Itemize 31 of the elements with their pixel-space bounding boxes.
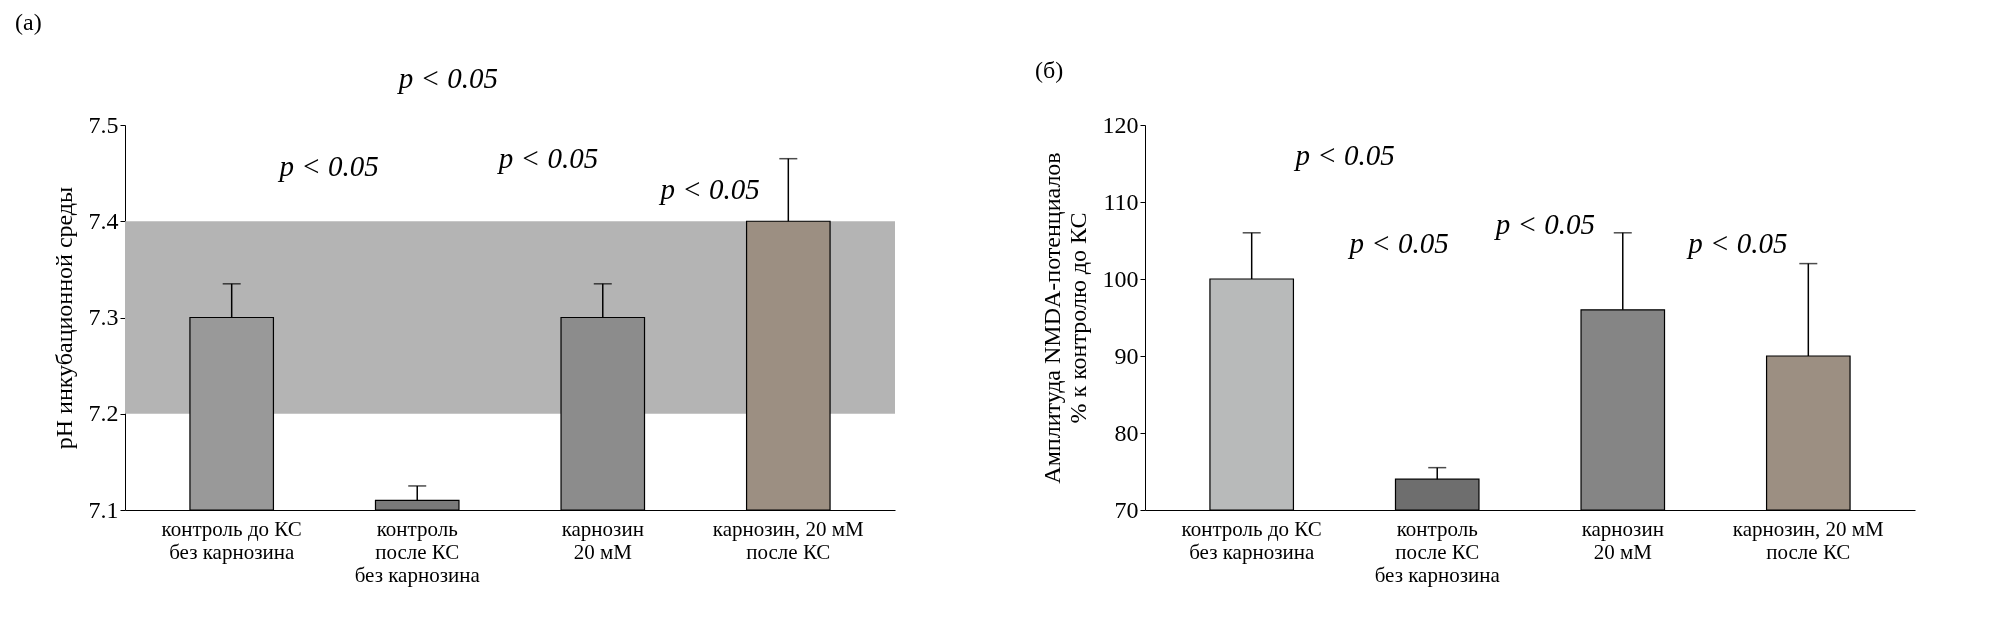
x-tick-label: карнозин 20 мМ [561,516,644,564]
y-axis-title: pH инкубационной среды [50,186,77,450]
y-tick-label: 70 [1114,496,1139,523]
y-tick-label: 80 [1114,419,1139,446]
x-tick-label: контроль после КС без карнозина [354,516,481,587]
chart-title: (б) [1035,57,1064,83]
y-axis-title: Амплитуда NMDA-потенциалов % к контролю до КС [1038,152,1091,484]
annotation: p < 0.05 [1347,227,1449,260]
y-tick-label: 90 [1114,342,1139,369]
y-tick-label: 110 [1103,188,1139,215]
annotation: p < 0.05 [496,141,599,174]
annotation: p < 0.05 [1493,208,1596,241]
y-tick-label: 120 [1102,111,1139,138]
y-tick-label: 100 [1102,265,1139,292]
x-tick-label: контроль до КС без карнозина [1181,516,1322,564]
annotation: p < 0.05 [277,149,379,182]
x-tick-label: контроль до КС без карнозина [161,516,302,564]
text: p < 0.05 [396,61,499,94]
x-tick-label: контроль после КС без карнозина [1374,516,1501,587]
annotation: p < 0.05 [1293,138,1395,171]
y-tick-label: 7.1 [88,496,119,523]
x-tick-label: карнозин, 20 мМ после КС [712,516,865,564]
x-tick-label: карнозин, 20 мМ после КС [1732,516,1885,564]
y-tick-label: 7.2 [88,400,119,427]
y-tick-label: 7.3 [88,304,119,330]
annotation: p < 0.05 [1686,227,1788,260]
y-tick-label: 7.4 [88,207,119,234]
chart-title: (a) [15,8,42,35]
x-tick-label: карнозин 20 мМ [1581,516,1664,564]
y-tick-label: 7.5 [88,111,119,138]
annotation: p < 0.05 [658,173,760,206]
